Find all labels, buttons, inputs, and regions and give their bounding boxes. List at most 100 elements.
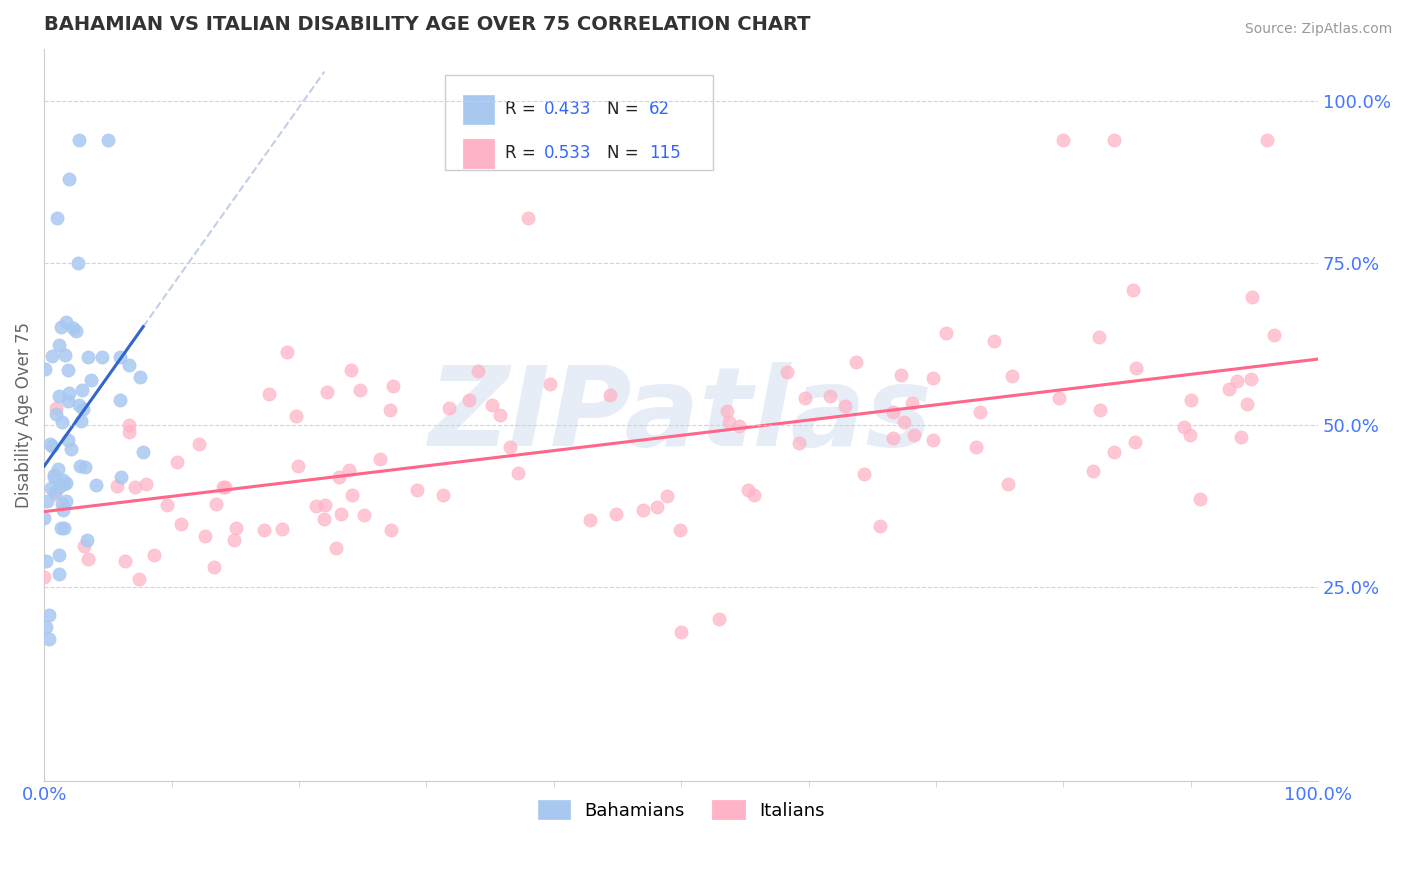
Point — [169, 517, 191, 532]
Point — [1104, 133, 1126, 147]
Point — [32, 570, 55, 584]
Point — [380, 523, 402, 537]
Point — [316, 385, 339, 400]
Point — [56, 363, 79, 377]
Point — [114, 554, 136, 568]
Point — [67, 133, 90, 147]
Point — [45, 211, 67, 225]
Point — [52, 473, 75, 487]
Point — [124, 480, 146, 494]
Point — [657, 489, 679, 503]
Point — [1052, 133, 1074, 147]
Point — [717, 416, 740, 430]
Point — [349, 383, 371, 397]
Point — [922, 370, 945, 384]
Point — [284, 409, 307, 423]
Point — [1178, 428, 1201, 442]
Point — [56, 433, 79, 447]
Point — [58, 385, 80, 400]
Point — [51, 415, 73, 429]
Point — [965, 440, 987, 454]
Point — [32, 510, 55, 524]
Text: R =: R = — [505, 145, 541, 162]
Point — [314, 498, 336, 512]
Point — [222, 533, 245, 547]
Point — [48, 549, 70, 563]
Point — [135, 476, 157, 491]
Point — [166, 455, 188, 469]
Point — [62, 321, 84, 335]
Point — [41, 349, 63, 363]
Point — [1123, 434, 1146, 449]
Point — [214, 480, 236, 494]
Point — [737, 483, 759, 498]
Point — [538, 377, 561, 392]
Point — [787, 435, 810, 450]
Point — [820, 389, 842, 403]
Point — [53, 521, 76, 535]
Point — [481, 398, 503, 412]
Point — [1087, 329, 1109, 343]
FancyBboxPatch shape — [463, 95, 494, 124]
Point — [645, 500, 668, 514]
Point — [467, 363, 489, 377]
Point — [1088, 402, 1111, 417]
Point — [35, 554, 58, 568]
Point — [72, 401, 94, 416]
Point — [901, 396, 924, 410]
Point — [73, 460, 96, 475]
Point — [205, 497, 228, 511]
Point — [46, 462, 69, 476]
Point — [599, 388, 621, 402]
Point — [110, 393, 132, 408]
Point — [339, 362, 361, 376]
Point — [91, 350, 114, 364]
Point — [70, 383, 93, 397]
Text: ZIPatlas: ZIPatlas — [429, 362, 934, 468]
Text: R =: R = — [505, 101, 541, 119]
Text: 62: 62 — [650, 101, 671, 119]
Point — [439, 401, 461, 416]
Point — [1256, 133, 1278, 147]
Point — [744, 488, 766, 502]
Point — [882, 431, 904, 445]
Point — [118, 418, 141, 433]
Point — [776, 365, 799, 379]
Point — [73, 539, 96, 553]
Point — [669, 625, 692, 640]
Point — [45, 401, 67, 415]
Point — [44, 484, 66, 499]
Point — [67, 398, 90, 412]
Point — [305, 500, 328, 514]
Text: 0.433: 0.433 — [544, 101, 591, 119]
Point — [38, 607, 60, 622]
Point — [605, 507, 627, 521]
Point — [579, 513, 602, 527]
Point — [1230, 430, 1253, 444]
Point — [983, 334, 1005, 348]
Point — [55, 493, 77, 508]
Point — [194, 529, 217, 543]
Point — [48, 389, 70, 403]
Text: N =: N = — [607, 145, 644, 162]
Point — [1240, 290, 1263, 304]
Text: 115: 115 — [650, 145, 681, 162]
Point — [188, 437, 211, 451]
Text: 0.533: 0.533 — [544, 145, 591, 162]
Point — [51, 320, 73, 334]
Point — [34, 362, 56, 376]
Point — [893, 416, 915, 430]
Text: Source: ZipAtlas.com: Source: ZipAtlas.com — [1244, 22, 1392, 37]
Point — [517, 211, 540, 225]
Point — [1263, 328, 1285, 343]
Point — [38, 632, 60, 646]
Point — [65, 324, 87, 338]
Point — [55, 315, 77, 329]
Point — [118, 359, 141, 373]
Point — [76, 552, 98, 566]
Point — [48, 338, 70, 352]
Point — [128, 370, 150, 384]
Point — [325, 541, 347, 555]
Point — [39, 436, 62, 450]
Point — [1218, 383, 1240, 397]
